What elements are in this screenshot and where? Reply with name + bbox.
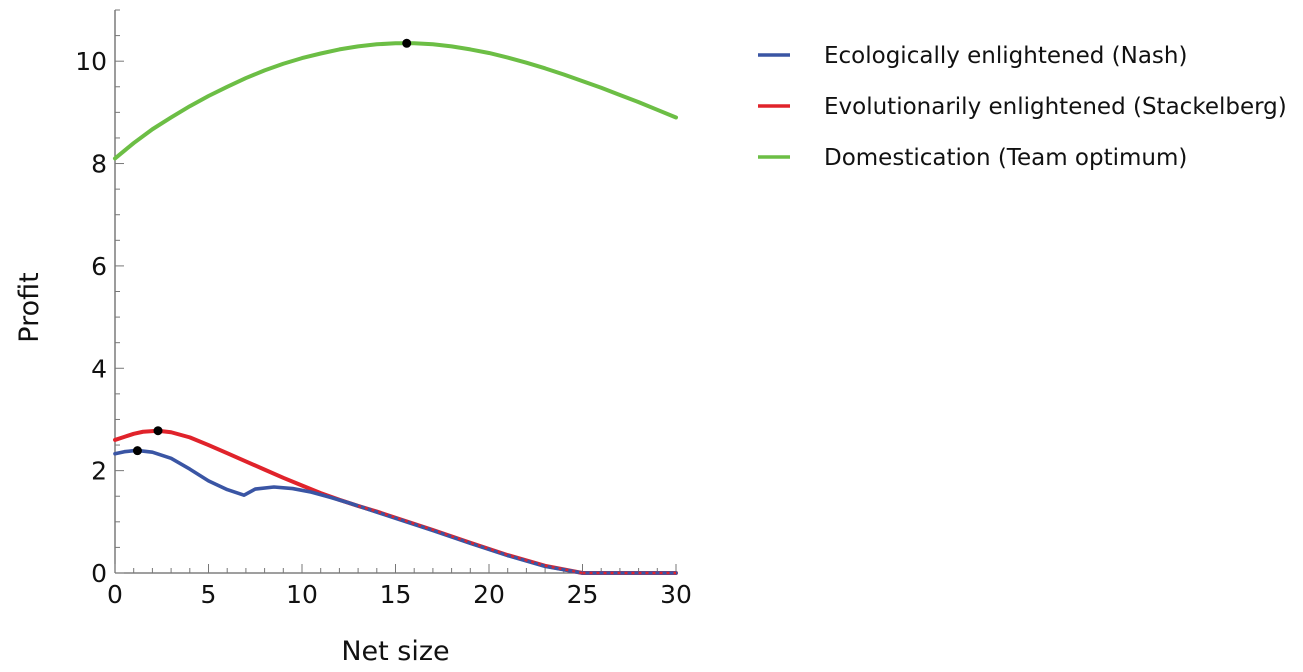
- series-line-0: [113, 448, 678, 575]
- optimum-markers: [132, 38, 412, 456]
- x-tick-label: 5: [201, 580, 217, 609]
- optimum-point-1: [153, 426, 163, 436]
- x-tick-label: 0: [107, 580, 123, 609]
- optimum-point-2: [402, 38, 412, 48]
- overlap-dash: [357, 504, 583, 575]
- x-tick-label: 15: [380, 580, 412, 609]
- legend-label-2: Domestication (Team optimum): [824, 145, 1187, 171]
- x-tick-label: 10: [286, 580, 318, 609]
- axes: 0 5 10 15 20 25 30 0 2 4 6 8 10: [75, 9, 692, 609]
- y-tick-label: 0: [91, 559, 107, 588]
- x-tick-label: 20: [473, 580, 505, 609]
- series-line-1: [113, 428, 678, 575]
- legend: Ecologically enlightened (Nash) Evolution…: [758, 43, 1287, 171]
- y-tick-label: 2: [91, 457, 107, 486]
- x-tick-label: 25: [567, 580, 599, 609]
- optimum-point-0: [132, 446, 142, 456]
- y-tick-label: 6: [91, 252, 107, 281]
- legend-label-0: Ecologically enlightened (Nash): [824, 43, 1187, 69]
- y-tick-label: 4: [91, 354, 107, 383]
- x-axis-title: Net size: [341, 636, 449, 667]
- series-layer: [113, 41, 678, 575]
- legend-label-1: Evolutionarily enlightened (Stackelberg): [824, 94, 1287, 120]
- y-tick-label: 8: [91, 150, 107, 179]
- x-tick-label: 30: [660, 580, 692, 609]
- y-axis-title: Profit: [14, 272, 45, 342]
- series-line-2: [113, 41, 678, 161]
- y-tick-label: 10: [75, 47, 107, 76]
